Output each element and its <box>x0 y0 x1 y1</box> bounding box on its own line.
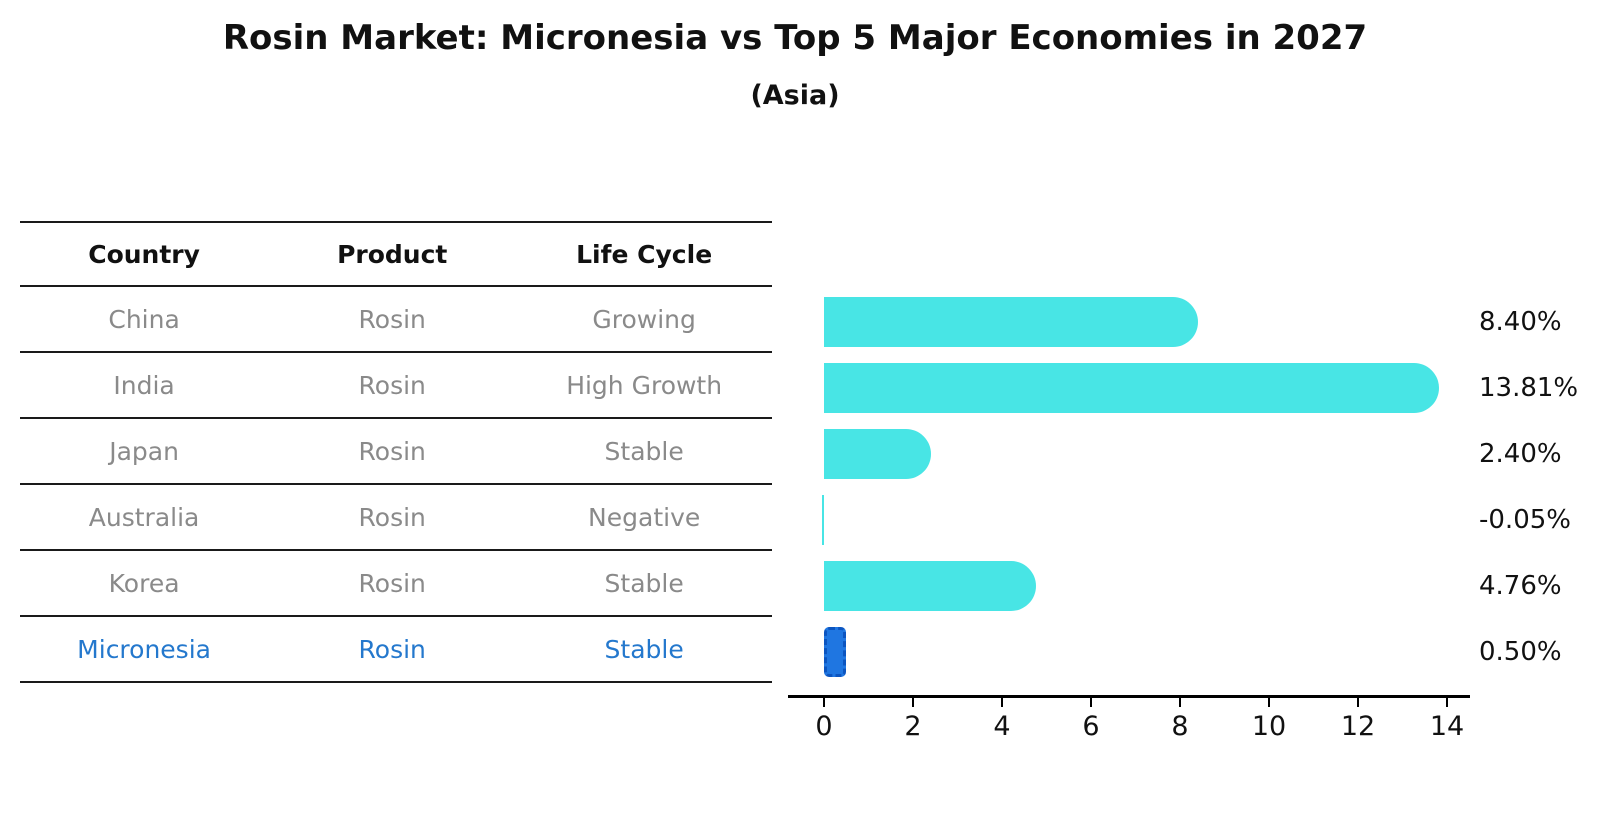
chart-subtitle: (Asia) <box>750 80 840 111</box>
value-label-india: 13.81% <box>1479 373 1579 403</box>
country-table: Country Product Life Cycle China Rosin Gro… <box>20 221 772 683</box>
bar-japan <box>824 429 931 479</box>
x-axis-tick-label-12: 12 <box>1340 711 1376 742</box>
x-axis-tick-4 <box>1001 697 1003 707</box>
chart-title: Rosin Market: Micronesia vs Top 5 Major … <box>222 18 1368 58</box>
x-axis-tick-label-6: 6 <box>1082 711 1100 742</box>
bar-micronesia <box>824 627 847 677</box>
bar-australia <box>821 495 824 545</box>
table-body: China Rosin Growing India Rosin High Growth Ja… <box>20 287 772 683</box>
table-row-micronesia: Micronesia Rosin Stable <box>20 617 772 683</box>
table-row-australia: Australia Rosin Negative <box>20 485 772 551</box>
x-axis-tick-10 <box>1268 697 1270 707</box>
x-axis-tick-label-4: 4 <box>993 711 1011 742</box>
bar-india <box>824 363 1439 413</box>
value-label-australia: -0.05% <box>1479 505 1571 535</box>
cell-country: China <box>108 304 180 334</box>
x-axis-tick-label-0: 0 <box>815 711 833 742</box>
x-axis-tick-2 <box>912 697 914 707</box>
bar-china <box>824 297 1198 347</box>
value-label-china: 8.40% <box>1479 307 1562 337</box>
x-axis-tick-0 <box>823 697 825 707</box>
table-row-japan: Japan Rosin Stable <box>20 419 772 485</box>
cell-country: Micronesia <box>77 634 211 664</box>
cell-life-cycle: Stable <box>604 568 684 598</box>
x-axis-tick-6 <box>1090 697 1092 707</box>
table-row-korea: Korea Rosin Stable <box>20 551 772 617</box>
x-axis-tick-12 <box>1357 697 1359 707</box>
table-header-row: Country Product Life Cycle <box>20 221 772 287</box>
cell-country: Australia <box>88 502 200 532</box>
value-label-micronesia: 0.50% <box>1479 637 1562 667</box>
cell-country: Japan <box>109 436 179 466</box>
x-axis-tick-label-10: 10 <box>1251 711 1287 742</box>
table-header-life-cycle: Life Cycle <box>576 239 713 269</box>
x-axis-tick-14 <box>1446 697 1448 707</box>
cell-product: Rosin <box>358 370 426 400</box>
cell-life-cycle: Growing <box>592 304 696 334</box>
value-label-japan: 2.40% <box>1479 439 1562 469</box>
cell-life-cycle: Stable <box>604 436 684 466</box>
x-axis-tick-label-8: 8 <box>1171 711 1189 742</box>
cell-product: Rosin <box>358 568 426 598</box>
value-label-korea: 4.76% <box>1479 571 1562 601</box>
cell-product: Rosin <box>358 502 426 532</box>
x-axis-tick-label-2: 2 <box>904 711 922 742</box>
x-axis-tick-label-14: 14 <box>1429 711 1465 742</box>
table-row-china: China Rosin Growing <box>20 287 772 353</box>
bar-korea <box>824 561 1036 611</box>
x-axis-line <box>788 695 1470 698</box>
cell-life-cycle: Negative <box>588 502 701 532</box>
table-row-india: India Rosin High Growth <box>20 353 772 419</box>
cell-life-cycle: Stable <box>604 634 684 664</box>
cell-product: Rosin <box>358 436 426 466</box>
cell-life-cycle: High Growth <box>566 370 723 400</box>
cell-product: Rosin <box>358 634 426 664</box>
table-header-country: Country <box>88 239 200 269</box>
cell-country: Korea <box>108 568 180 598</box>
cell-product: Rosin <box>358 304 426 334</box>
x-axis-tick-8 <box>1179 697 1181 707</box>
cell-country: India <box>113 370 175 400</box>
table-header-product: Product <box>337 239 448 269</box>
